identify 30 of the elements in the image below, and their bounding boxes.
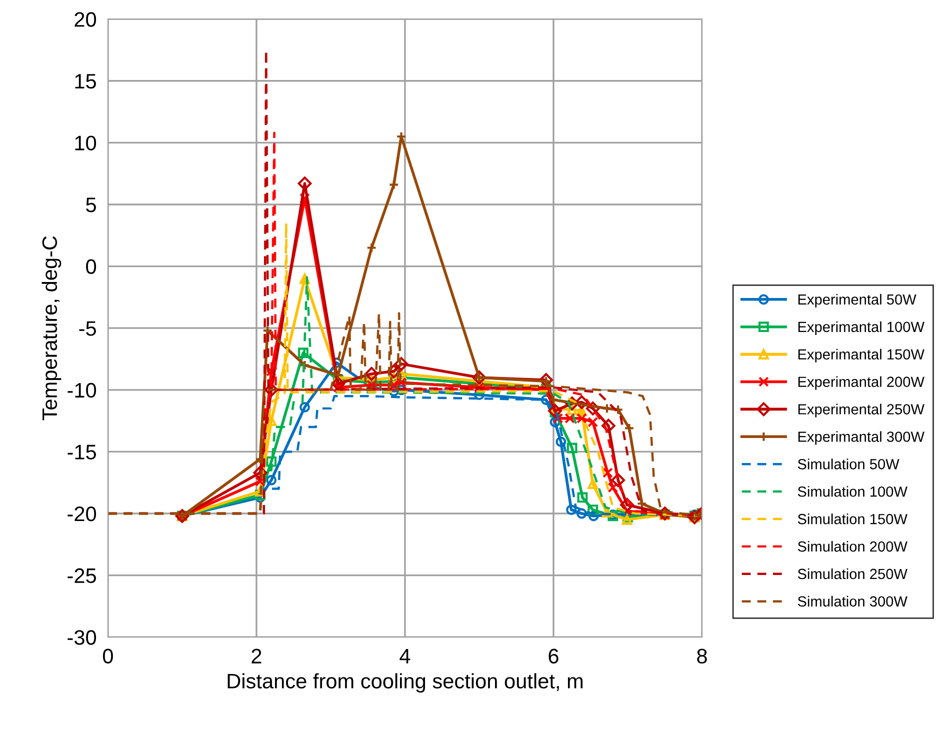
- y-tick-label: -25: [68, 568, 96, 584]
- legend-label: Experimantal 100W: [798, 321, 924, 335]
- y-tick-label: -20: [68, 506, 96, 522]
- x-tick-label: 8: [697, 648, 707, 664]
- legend-label: Simulation 250W: [798, 568, 908, 580]
- x-tick-label: 0: [102, 648, 113, 664]
- legend-label: Simulation 50W: [798, 458, 900, 470]
- y-tick-label: 10: [75, 136, 96, 150]
- legend-label: Simulation 150W: [798, 514, 908, 524]
- y-axis-title: Temperature, deg-C: [42, 236, 62, 420]
- legend-label: Simulation 100W: [798, 486, 908, 497]
- x-tick-label: 6: [548, 648, 558, 664]
- y-tick-label: 5: [86, 198, 96, 212]
- legend-label: Simulation 200W: [798, 540, 908, 552]
- legend-label: Experimantal 300W: [798, 431, 924, 445]
- y-tick-label: -15: [68, 444, 96, 460]
- legend-label: Experimental 50W: [798, 294, 916, 308]
- y-tick-label: 15: [75, 74, 96, 89]
- y-tick-label: -30: [68, 630, 96, 645]
- legend-label: Simulation 300W: [798, 596, 908, 607]
- legend-label: Experimental 250W: [798, 404, 924, 418]
- x-axis-title: Distance from cooling section outlet, m: [228, 673, 583, 693]
- y-tick-label: 0: [86, 259, 96, 274]
- x-tick-label: 2: [252, 648, 262, 664]
- x-tick-label: 4: [400, 648, 410, 664]
- y-tick-label: 20: [74, 12, 96, 27]
- y-tick-label: -5: [79, 321, 96, 336]
- legend-label: Experimantal 200W: [798, 376, 924, 390]
- y-tick-label: -10: [68, 382, 96, 398]
- legend-label: Experimantal 150W: [798, 348, 924, 362]
